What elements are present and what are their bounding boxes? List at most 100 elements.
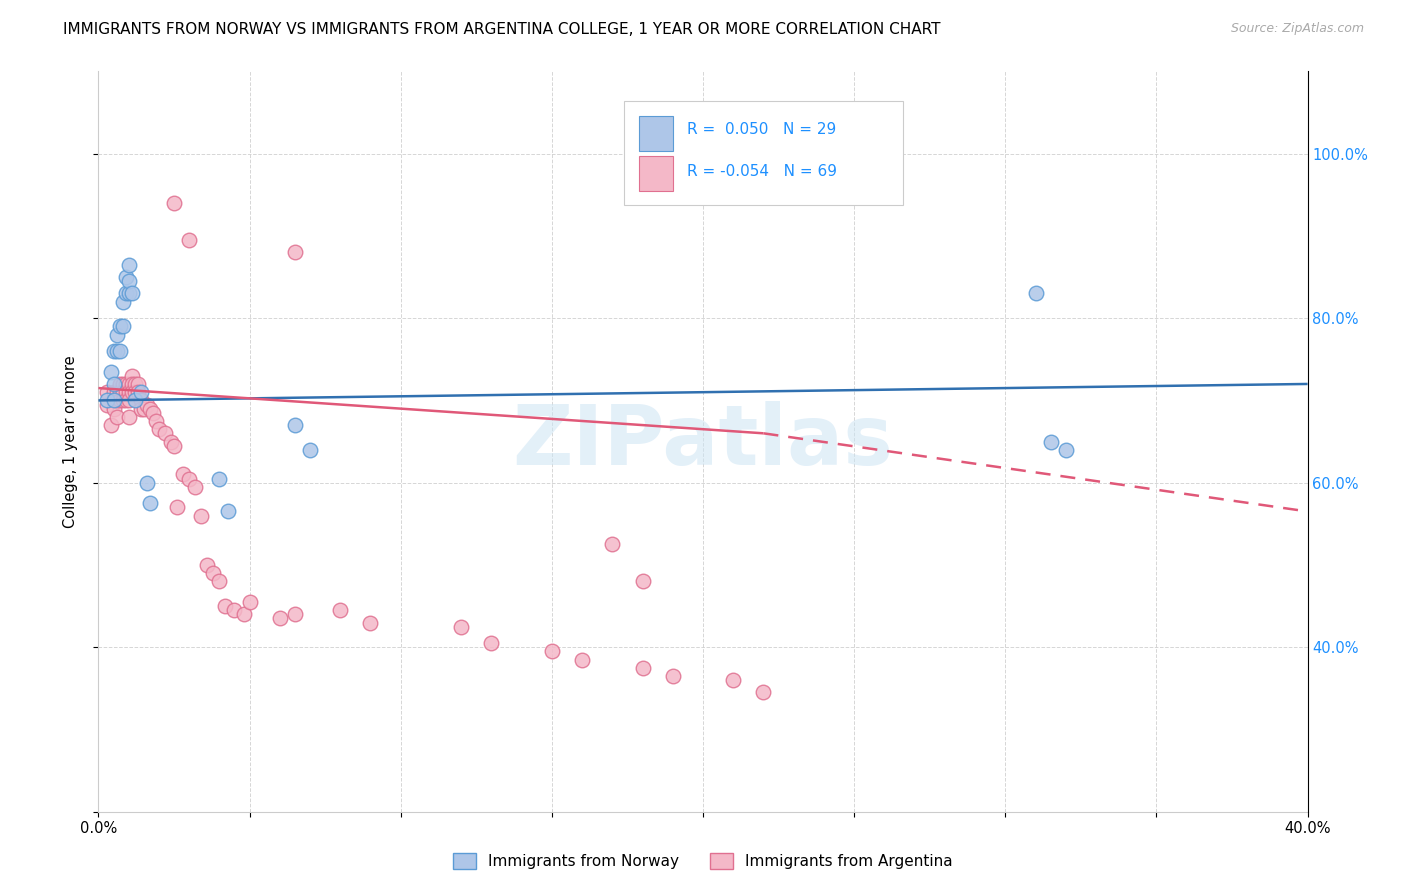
Point: [114, 270, 136, 285]
Point: [105, 409, 128, 424]
Point: [100, 418, 122, 433]
Point: [139, 496, 162, 510]
Point: [108, 385, 131, 400]
Point: [752, 685, 775, 699]
Point: [118, 258, 141, 272]
Point: [145, 414, 167, 428]
Point: [121, 368, 143, 383]
Point: [571, 652, 593, 666]
Point: [284, 418, 307, 433]
Point: [103, 344, 125, 359]
Point: [139, 401, 162, 416]
Point: [148, 422, 170, 436]
Text: IMMIGRANTS FROM NORWAY VS IMMIGRANTS FROM ARGENTINA COLLEGE, 1 YEAR OR MORE CORR: IMMIGRANTS FROM NORWAY VS IMMIGRANTS FRO…: [63, 22, 941, 37]
Point: [208, 574, 231, 589]
Point: [129, 401, 152, 416]
Point: [111, 294, 134, 309]
Y-axis label: College, 1 year or more: College, 1 year or more: [63, 355, 77, 528]
Point: [269, 611, 291, 625]
Point: [96, 398, 118, 412]
Point: [127, 376, 149, 391]
Point: [124, 376, 146, 391]
Point: [153, 426, 176, 441]
Point: [135, 475, 157, 490]
Point: [195, 558, 218, 572]
Point: [114, 385, 136, 400]
Point: [103, 385, 125, 400]
Point: [631, 574, 654, 589]
Point: [329, 603, 352, 617]
Text: R =  0.050   N = 29: R = 0.050 N = 29: [688, 121, 837, 136]
Point: [118, 286, 141, 301]
Point: [118, 376, 141, 391]
Point: [124, 393, 146, 408]
Point: [631, 661, 654, 675]
Point: [540, 644, 562, 658]
Point: [208, 472, 231, 486]
Point: [103, 393, 125, 408]
Point: [108, 344, 131, 359]
Point: [121, 376, 143, 391]
Point: [360, 615, 382, 630]
Point: [214, 599, 236, 613]
Point: [129, 385, 152, 400]
Point: [172, 467, 194, 482]
Point: [179, 233, 201, 247]
Point: [118, 409, 141, 424]
Point: [284, 245, 307, 260]
Point: [114, 286, 136, 301]
Point: [118, 385, 141, 400]
Point: [179, 472, 201, 486]
Point: [121, 385, 143, 400]
Point: [1039, 434, 1062, 449]
Point: [602, 537, 624, 551]
Point: [723, 673, 745, 687]
Text: Source: ZipAtlas.com: Source: ZipAtlas.com: [1230, 22, 1364, 36]
Point: [114, 376, 136, 391]
Point: [166, 500, 188, 515]
Point: [129, 393, 152, 408]
Point: [232, 607, 254, 622]
FancyBboxPatch shape: [638, 116, 673, 152]
Point: [224, 603, 246, 617]
FancyBboxPatch shape: [638, 156, 673, 191]
Point: [96, 385, 118, 400]
Point: [1054, 442, 1077, 457]
Point: [108, 319, 131, 334]
Point: [111, 376, 134, 391]
Point: [450, 620, 472, 634]
Point: [163, 439, 186, 453]
Point: [96, 393, 118, 408]
Point: [105, 327, 128, 342]
Point: [103, 401, 125, 416]
Point: [105, 344, 128, 359]
Point: [1024, 286, 1046, 301]
Point: [299, 442, 322, 457]
Legend: Immigrants from Norway, Immigrants from Argentina: Immigrants from Norway, Immigrants from …: [447, 847, 959, 875]
Point: [202, 566, 225, 581]
Point: [135, 398, 157, 412]
Point: [111, 385, 134, 400]
Point: [100, 365, 122, 379]
Point: [217, 504, 239, 518]
Point: [239, 595, 262, 609]
Point: [661, 669, 683, 683]
Point: [105, 385, 128, 400]
Point: [184, 480, 207, 494]
Text: ZIPatlas: ZIPatlas: [513, 401, 893, 482]
Point: [127, 385, 149, 400]
Point: [118, 274, 141, 288]
Point: [163, 196, 186, 211]
Point: [132, 401, 155, 416]
Point: [142, 406, 165, 420]
Point: [284, 607, 307, 622]
Point: [121, 286, 143, 301]
Point: [160, 434, 183, 449]
Point: [111, 319, 134, 334]
Point: [114, 393, 136, 408]
Point: [108, 376, 131, 391]
Point: [108, 393, 131, 408]
Point: [190, 508, 212, 523]
Point: [124, 385, 146, 400]
FancyBboxPatch shape: [624, 101, 903, 204]
